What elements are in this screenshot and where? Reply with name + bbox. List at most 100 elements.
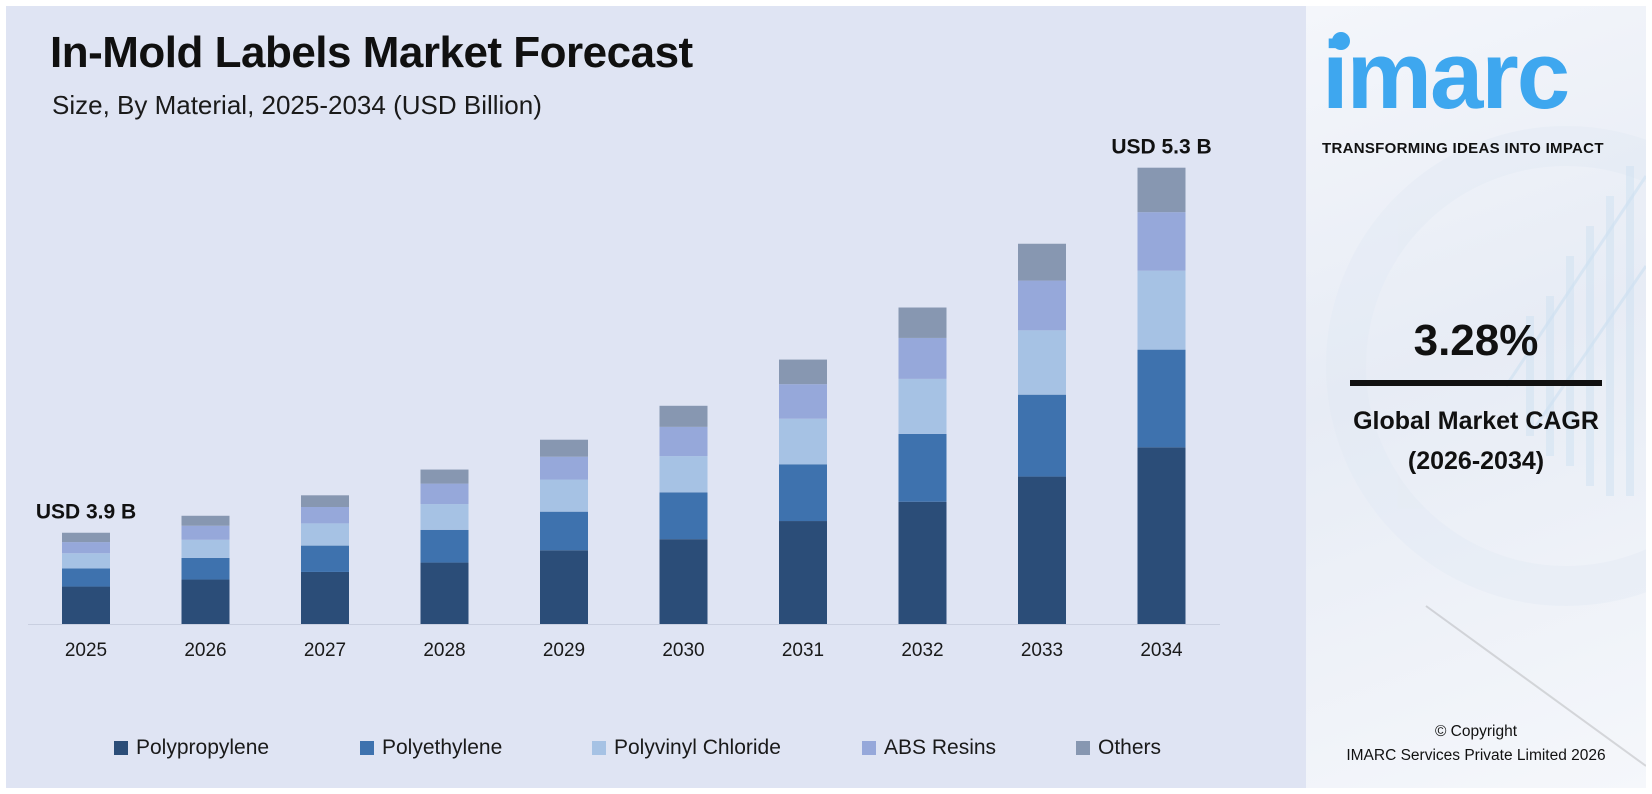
bar-segment-others bbox=[181, 515, 230, 526]
legend-swatch bbox=[862, 741, 876, 755]
bar-segment-others bbox=[62, 532, 110, 543]
bar-stack-2033 bbox=[1018, 243, 1066, 624]
x-tick-label: 2026 bbox=[184, 640, 226, 661]
bar-segment-others bbox=[659, 405, 708, 427]
bar-segment-polyvinyl-chloride bbox=[540, 479, 588, 512]
bar-segment-others bbox=[898, 307, 947, 338]
bar-segment-polyvinyl-chloride bbox=[659, 456, 708, 493]
x-tick-label: 2030 bbox=[662, 640, 704, 661]
bar-segment-polypropylene bbox=[659, 539, 708, 624]
x-tick-label: 2029 bbox=[543, 640, 585, 661]
legend-item: ABS Resins bbox=[862, 736, 996, 760]
chart-title: In-Mold Labels Market Forecast bbox=[50, 28, 693, 77]
brand-tagline: TRANSFORMING IDEAS INTO IMPACT bbox=[1322, 140, 1604, 157]
bar-stack-2026 bbox=[181, 515, 230, 624]
bar-segment-polypropylene bbox=[898, 501, 947, 624]
bar-segment-polyethylene bbox=[540, 511, 588, 551]
cagr-value: 3.28% bbox=[1413, 316, 1539, 365]
bar-segment-others bbox=[1137, 167, 1186, 213]
background-decoration bbox=[1326, 126, 1646, 767]
legend-swatch bbox=[592, 741, 606, 755]
total-value-label: USD 3.9 B bbox=[36, 501, 136, 524]
bar-stack-2028 bbox=[420, 469, 469, 624]
bar-segment-polyvinyl-chloride bbox=[898, 378, 947, 434]
logo-text: imarc bbox=[1322, 22, 1570, 129]
bar-segment-polyvinyl-chloride bbox=[1137, 270, 1186, 350]
copyright-notice: © Copyright IMARC Services Private Limit… bbox=[1306, 720, 1646, 768]
bar-segment-polyvinyl-chloride bbox=[181, 539, 230, 558]
copyright-line2: IMARC Services Private Limited 2026 bbox=[1346, 747, 1606, 764]
x-tick-label: 2032 bbox=[901, 640, 943, 661]
bar-segment-polypropylene bbox=[1018, 476, 1066, 624]
logo-dot-icon bbox=[1332, 32, 1350, 50]
x-tick-label: 2033 bbox=[1021, 640, 1063, 661]
bar-segment-abs-resins bbox=[1018, 280, 1066, 331]
bar-segment-abs-resins bbox=[181, 525, 230, 540]
cagr-label-line2: (2026-2034) bbox=[1407, 447, 1545, 475]
side-panel: imarc TRANSFORMING IDEAS INTO IMPACT 3.2… bbox=[1306, 6, 1646, 788]
bar-segment-polyethylene bbox=[181, 557, 230, 580]
imarc-logo: imarc bbox=[1322, 28, 1642, 158]
x-tick-label: 2028 bbox=[423, 640, 465, 661]
x-tick-label: 2025 bbox=[65, 640, 107, 661]
bar-stack-2034 bbox=[1137, 167, 1186, 624]
bar-segment-polyethylene bbox=[62, 568, 110, 587]
bar-segment-abs-resins bbox=[659, 426, 708, 457]
bar-stack-2029 bbox=[540, 439, 588, 624]
bar-segment-polyvinyl-chloride bbox=[420, 504, 469, 530]
bar-segment-polyvinyl-chloride bbox=[1018, 330, 1066, 395]
legend-label: ABS Resins bbox=[884, 736, 997, 759]
bar-segment-others bbox=[301, 495, 349, 507]
legend-label: Others bbox=[1098, 736, 1162, 759]
x-tick-label: 2031 bbox=[782, 640, 824, 661]
bar-segment-others bbox=[420, 469, 469, 484]
chart-subtitle: Size, By Material, 2025-2034 (USD Billio… bbox=[52, 90, 542, 120]
bar-segment-abs-resins bbox=[1137, 212, 1186, 271]
x-tick-label: 2027 bbox=[304, 640, 346, 661]
bar-segment-abs-resins bbox=[301, 507, 349, 524]
chart-legend: Polypropylene Polyethylene Polyvinyl Chlor… bbox=[114, 736, 1234, 766]
bar-segment-others bbox=[1018, 243, 1066, 281]
x-tick-label: 2034 bbox=[1140, 640, 1183, 661]
bar-segment-polypropylene bbox=[1137, 447, 1186, 624]
bar-segment-polypropylene bbox=[540, 550, 588, 624]
copyright-line1: © Copyright bbox=[1434, 723, 1518, 740]
bar-segment-polypropylene bbox=[420, 562, 469, 624]
bar-segment-polypropylene bbox=[301, 571, 349, 624]
bar-segment-polyvinyl-chloride bbox=[301, 523, 349, 546]
bar-segment-polyethylene bbox=[659, 492, 708, 540]
legend-label: Polyvinyl Chloride bbox=[614, 736, 781, 759]
bar-stack-2030 bbox=[659, 405, 708, 624]
legend-item: Polyvinyl Chloride bbox=[592, 736, 781, 760]
bar-segment-abs-resins bbox=[420, 483, 469, 505]
bar-segment-polyethylene bbox=[301, 545, 349, 572]
legend-label: Polyethylene bbox=[382, 736, 503, 759]
bar-segment-abs-resins bbox=[898, 337, 947, 379]
cagr-divider bbox=[1350, 380, 1602, 386]
legend-swatch bbox=[1076, 741, 1090, 755]
bar-segment-abs-resins bbox=[62, 542, 110, 554]
bar-segment-others bbox=[540, 439, 588, 457]
bar-segment-abs-resins bbox=[779, 384, 827, 419]
bar-segment-polyethylene bbox=[420, 529, 469, 563]
bar-segment-polyethylene bbox=[898, 433, 947, 502]
legend-swatch bbox=[360, 741, 374, 755]
legend-item: Others bbox=[1076, 736, 1161, 760]
bar-stack-2027 bbox=[301, 495, 349, 624]
total-value-label: USD 5.3 B bbox=[1111, 136, 1211, 159]
bar-segment-others bbox=[779, 359, 827, 385]
bar-segment-polyvinyl-chloride bbox=[779, 418, 827, 465]
bar-stack-2032 bbox=[898, 307, 947, 624]
bar-segment-polyvinyl-chloride bbox=[62, 553, 110, 569]
legend-swatch bbox=[114, 741, 128, 755]
bar-segment-polyethylene bbox=[1137, 349, 1186, 448]
bar-segment-polyethylene bbox=[1018, 394, 1066, 477]
chart-panel: In-Mold Labels Market Forecast Size, By … bbox=[6, 6, 1306, 788]
bar-segment-polypropylene bbox=[181, 579, 230, 624]
legend-item: Polypropylene bbox=[114, 736, 269, 760]
bar-segment-polypropylene bbox=[62, 586, 110, 624]
bar-segment-polyethylene bbox=[779, 464, 827, 522]
legend-item: Polyethylene bbox=[360, 736, 502, 760]
bar-stack-2031 bbox=[779, 359, 827, 624]
